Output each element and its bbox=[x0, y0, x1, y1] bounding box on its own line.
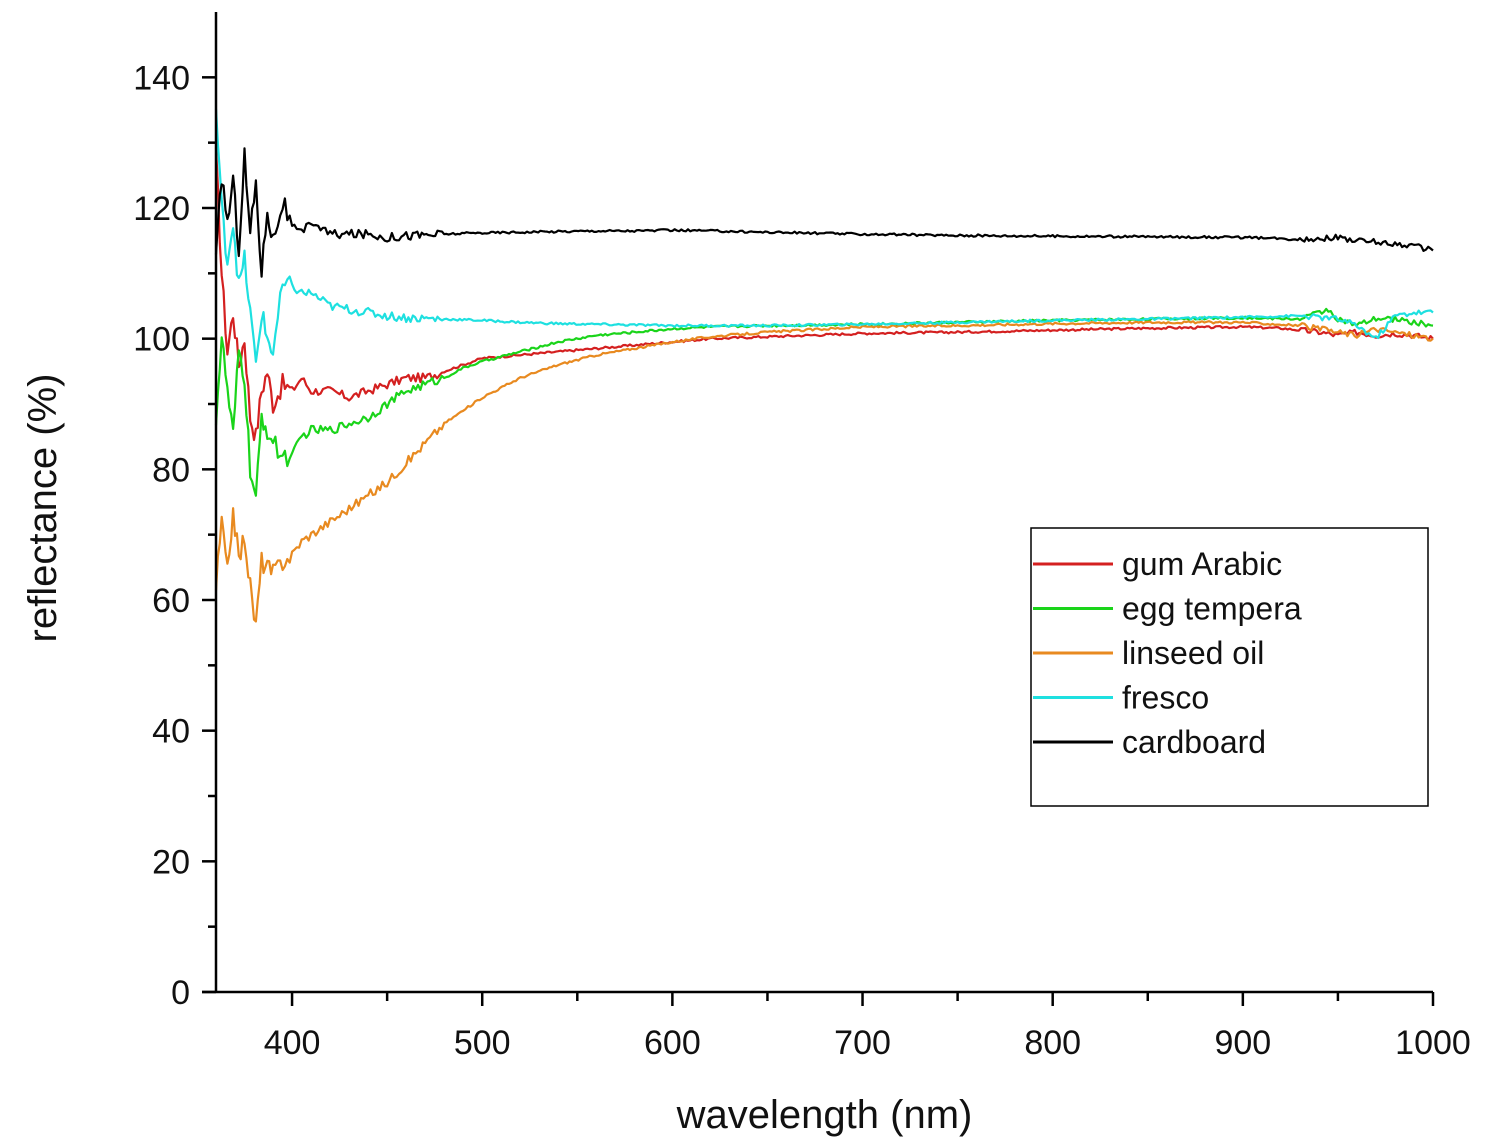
y-tick-label: 0 bbox=[171, 974, 190, 1012]
y-tick-label: 120 bbox=[133, 190, 190, 228]
series-line-egg-tempera bbox=[214, 307, 1434, 497]
plot-area: 400 500 600 700 800 900 1000 0 20 40 60 80 100 120 14… bbox=[133, 12, 1471, 1062]
y-tick-label: 40 bbox=[152, 713, 190, 751]
y-tick-label: 20 bbox=[152, 843, 190, 881]
x-tick-label: 600 bbox=[644, 1024, 701, 1062]
series-line-gum-arabic bbox=[214, 147, 1434, 442]
series-line-linseed-oil bbox=[214, 320, 1434, 623]
x-tick-label: 900 bbox=[1214, 1024, 1271, 1062]
y-tick-label: 100 bbox=[133, 321, 190, 359]
series-line-cardboard bbox=[214, 147, 1434, 278]
x-tick-label: 1000 bbox=[1395, 1024, 1471, 1062]
legend-label: egg tempera bbox=[1122, 591, 1302, 627]
series-line-fresco bbox=[214, 108, 1434, 363]
x-axis-ticks: 400 500 600 700 800 900 1000 bbox=[264, 992, 1471, 1062]
legend-label: cardboard bbox=[1122, 724, 1266, 760]
legend-label: gum Arabic bbox=[1122, 546, 1282, 582]
y-axis-title: reflectance (%) bbox=[21, 374, 65, 643]
y-tick-label: 60 bbox=[152, 582, 190, 620]
x-tick-label: 800 bbox=[1024, 1024, 1081, 1062]
legend-label: linseed oil bbox=[1122, 635, 1264, 671]
x-tick-label: 700 bbox=[834, 1024, 891, 1062]
y-tick-label: 140 bbox=[133, 59, 190, 97]
legend-box bbox=[1030, 527, 1429, 807]
legend-label: fresco bbox=[1122, 680, 1209, 716]
x-tick-label: 500 bbox=[454, 1024, 511, 1062]
series-lines bbox=[214, 108, 1434, 623]
x-axis-title: wavelength (nm) bbox=[676, 1093, 973, 1137]
x-tick-label: 400 bbox=[264, 1024, 321, 1062]
y-axis-ticks: 0 20 40 60 80 100 120 140 bbox=[133, 59, 216, 1012]
y-tick-label: 80 bbox=[152, 451, 190, 489]
legend: gum Arabic egg tempera linseed oil fresco ca… bbox=[1030, 527, 1429, 807]
